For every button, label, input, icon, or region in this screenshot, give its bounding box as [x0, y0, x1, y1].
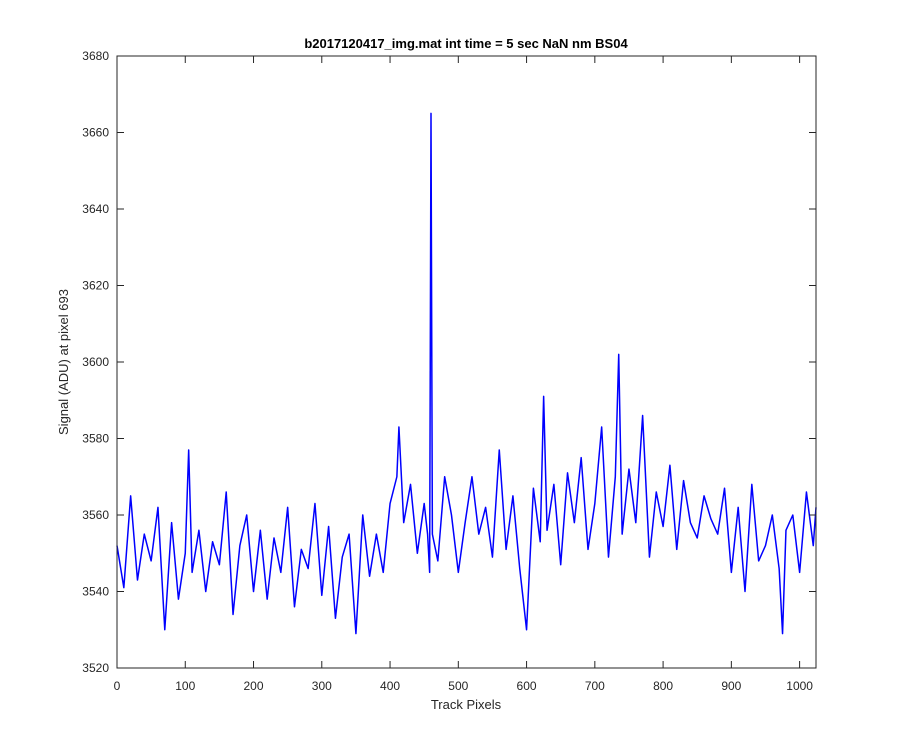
y-tick-label: 3660 — [82, 126, 109, 140]
y-axis-label: Signal (ADU) at pixel 693 — [56, 289, 71, 435]
y-tick-label: 3680 — [82, 49, 109, 63]
x-tick-label: 200 — [244, 679, 264, 693]
x-tick-label: 300 — [312, 679, 332, 693]
tick-layer: 0 100 200 300 400 500 600 700 800 900 1000 3520 3540… — [82, 49, 816, 693]
y-tick-label: 3580 — [82, 432, 109, 446]
x-tick-label: 500 — [448, 679, 468, 693]
x-tick-label: 700 — [585, 679, 605, 693]
x-axis-label: Track Pixels — [431, 697, 502, 712]
x-tick-label: 800 — [653, 679, 673, 693]
x-tick-label: 1000 — [786, 679, 813, 693]
x-tick-label: 400 — [380, 679, 400, 693]
series-line-0 — [116, 112, 817, 635]
series-layer — [116, 112, 817, 635]
y-tick-label: 3540 — [82, 585, 109, 599]
y-tick-label: 3640 — [82, 202, 109, 216]
x-tick-label: 100 — [175, 679, 195, 693]
chart-title: b2017120417_img.mat int time = 5 sec NaN… — [304, 36, 628, 51]
y-tick-label: 3560 — [82, 508, 109, 522]
x-tick-label: 0 — [114, 679, 121, 693]
x-tick-label: 900 — [721, 679, 741, 693]
y-tick-label: 3600 — [82, 355, 109, 369]
y-tick-label: 3620 — [82, 279, 109, 293]
x-tick-label: 600 — [517, 679, 537, 693]
y-tick-label: 3520 — [82, 661, 109, 675]
plot-area — [117, 56, 816, 668]
